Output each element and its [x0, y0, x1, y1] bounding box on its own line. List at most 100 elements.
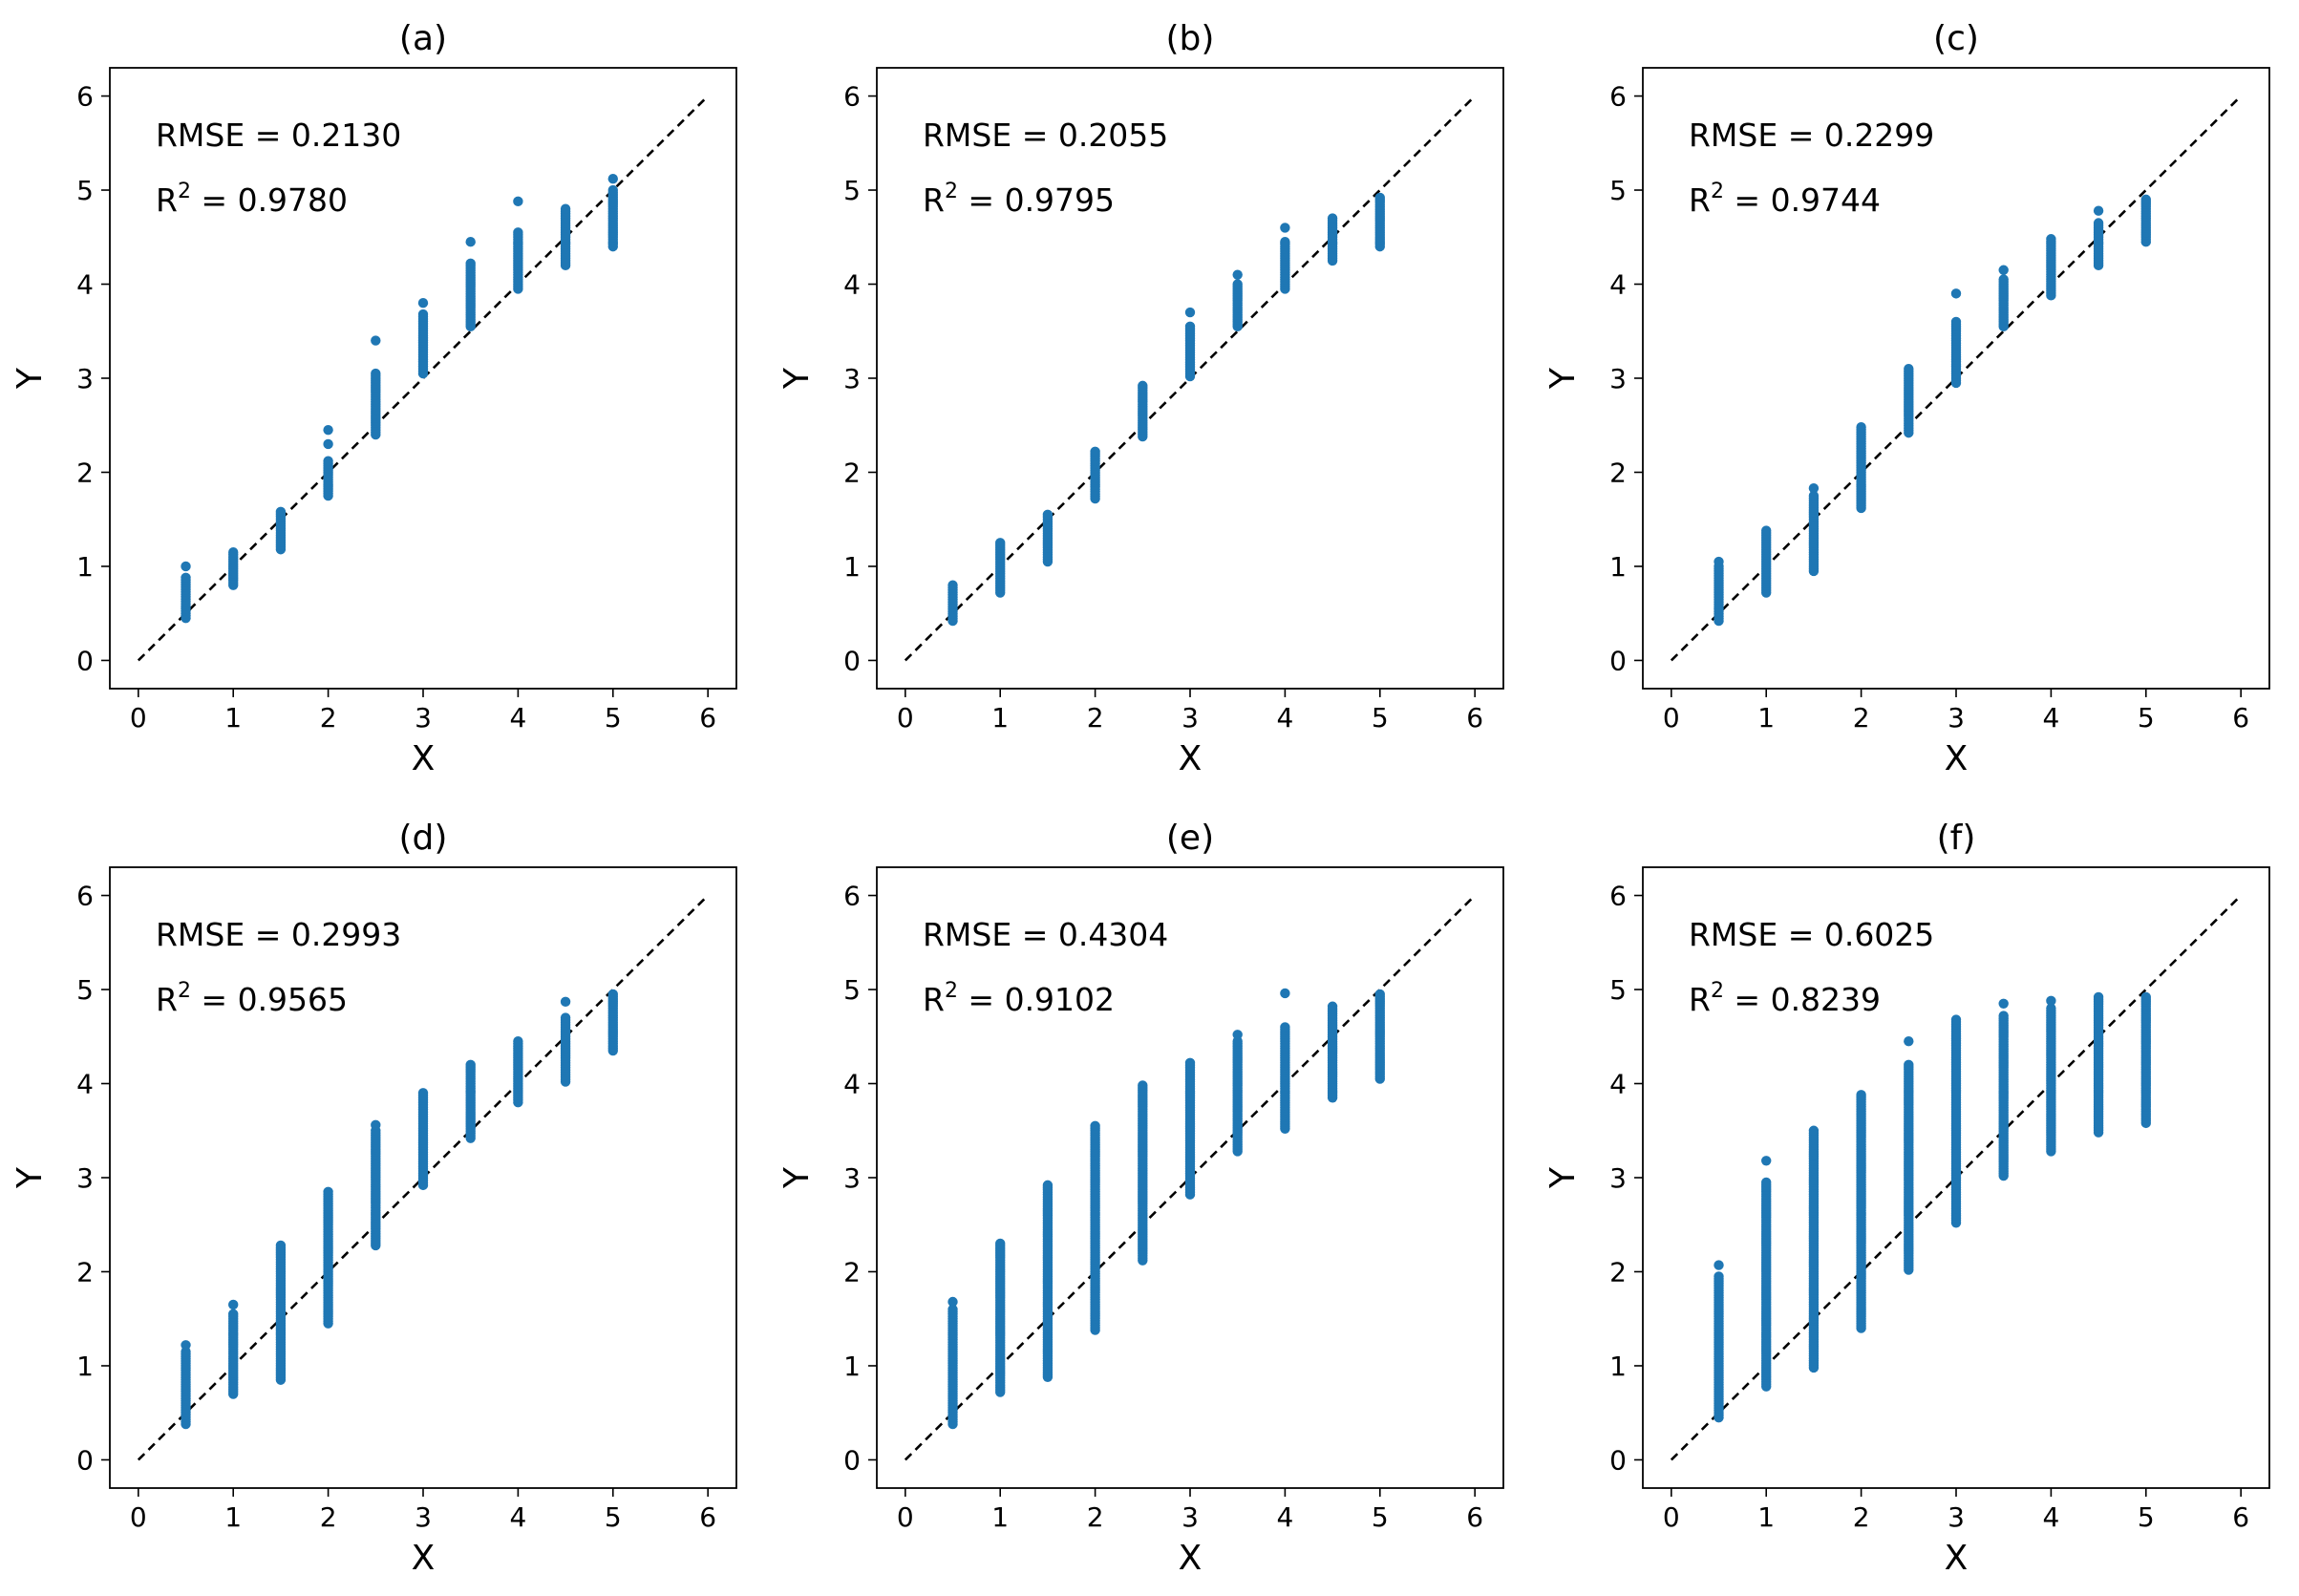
y-tick-label: 2 — [843, 1256, 861, 1287]
x-tick-label: 3 — [1948, 702, 1965, 734]
point-column — [1904, 1035, 1914, 1275]
r2-letter: R — [1689, 981, 1711, 1018]
r2-superscript: 2 — [178, 979, 191, 1003]
y-tick-label: 0 — [843, 1444, 861, 1476]
point-column — [1808, 483, 1820, 577]
y-tick-label: 6 — [76, 881, 94, 912]
r2-annotation: R2 = 0.9744 — [1689, 180, 1881, 219]
r2-letter: R — [923, 181, 945, 219]
x-axis-label: X — [1945, 1539, 1969, 1578]
data-point — [1138, 380, 1148, 392]
data-point — [1280, 1022, 1290, 1032]
point-column — [1280, 988, 1290, 1134]
x-tick-label: 1 — [991, 702, 1009, 734]
r2-value: = 0.9565 — [191, 981, 348, 1018]
y-axis-label: Y — [777, 367, 817, 390]
data-point — [947, 1304, 958, 1315]
data-point — [1998, 998, 2009, 1010]
x-tick-label: 6 — [699, 1501, 716, 1533]
x-tick-label: 4 — [509, 702, 526, 734]
y-tick-label: 2 — [1609, 457, 1627, 488]
data-point — [2046, 234, 2056, 245]
data-point — [560, 1012, 571, 1023]
data-point — [371, 368, 381, 379]
r2-value: = 0.9102 — [958, 981, 1115, 1018]
x-tick-label: 3 — [415, 702, 432, 734]
data-point — [2140, 991, 2151, 1003]
axes-frame — [109, 866, 737, 1489]
x-tick-label: 5 — [2138, 702, 2155, 734]
data-point — [465, 1059, 476, 1071]
y-axis-label: Y — [11, 1166, 50, 1189]
point-column — [1761, 1156, 1772, 1392]
axes-frame — [876, 67, 1504, 690]
point-column — [1998, 265, 2009, 332]
r2-annotation: R2 = 0.9102 — [923, 979, 1115, 1018]
data-point — [1998, 265, 2009, 275]
x-tick-label: 6 — [1466, 702, 1483, 734]
point-column — [417, 1088, 429, 1191]
y-axis-label: Y — [1543, 367, 1583, 390]
point-column — [1761, 525, 1772, 598]
x-tick-label: 4 — [1276, 702, 1293, 734]
r2-annotation: R2 = 0.9795 — [923, 180, 1115, 219]
y-tick-label: 5 — [76, 175, 94, 206]
data-point — [1232, 1030, 1243, 1040]
y-tick-label: 2 — [76, 1256, 94, 1287]
data-point — [323, 438, 333, 450]
point-column — [560, 203, 571, 271]
r2-superscript: 2 — [945, 979, 958, 1003]
panel-title: (c) — [1933, 19, 1979, 58]
data-point — [2046, 995, 2056, 1007]
x-tick-label: 1 — [1757, 702, 1775, 734]
point-column — [228, 1299, 239, 1399]
point-column — [1042, 509, 1054, 567]
r2-superscript: 2 — [945, 180, 958, 203]
r2-superscript: 2 — [178, 180, 191, 203]
point-column — [1950, 1014, 1962, 1228]
r2-value: = 0.9780 — [191, 181, 348, 219]
y-tick-label: 5 — [843, 974, 861, 1006]
point-column — [465, 1059, 476, 1143]
data-point — [560, 996, 571, 1008]
data-point — [513, 196, 523, 207]
rmse-annotation: RMSE = 0.2299 — [1689, 117, 1934, 154]
x-axis-label: X — [1179, 739, 1203, 778]
point-column — [607, 174, 618, 252]
y-tick-label: 4 — [843, 1069, 861, 1100]
data-point — [1808, 490, 1820, 501]
panel-title: (a) — [399, 19, 447, 58]
point-column — [323, 424, 333, 501]
r2-letter: R — [156, 181, 178, 219]
y-tick-label: 0 — [1609, 645, 1627, 676]
point-column — [1090, 446, 1100, 504]
data-point — [228, 546, 239, 558]
y-tick-label: 0 — [76, 1444, 94, 1476]
y-tick-label: 1 — [1609, 551, 1627, 583]
data-point — [181, 1340, 191, 1351]
y-tick-label: 6 — [843, 81, 861, 113]
y-tick-label: 4 — [1609, 1069, 1627, 1100]
y-tick-label: 3 — [76, 1162, 94, 1194]
point-column — [417, 298, 429, 379]
x-tick-label: 2 — [1853, 1501, 1870, 1533]
data-point — [513, 1035, 523, 1047]
x-tick-label: 1 — [1757, 1501, 1775, 1533]
data-point — [228, 1299, 239, 1310]
y-tick-label: 0 — [843, 645, 861, 676]
y-tick-label: 1 — [1609, 1351, 1627, 1382]
x-tick-label: 0 — [1663, 702, 1680, 734]
data-point — [1184, 321, 1196, 332]
data-point — [607, 184, 618, 196]
y-tick-label: 4 — [1609, 269, 1627, 301]
data-point — [1950, 1014, 1962, 1025]
data-point — [2140, 194, 2151, 205]
y-tick-label: 6 — [843, 881, 861, 912]
y-tick-label: 3 — [76, 363, 94, 394]
data-point — [1808, 483, 1820, 494]
point-column — [1856, 1090, 1866, 1333]
